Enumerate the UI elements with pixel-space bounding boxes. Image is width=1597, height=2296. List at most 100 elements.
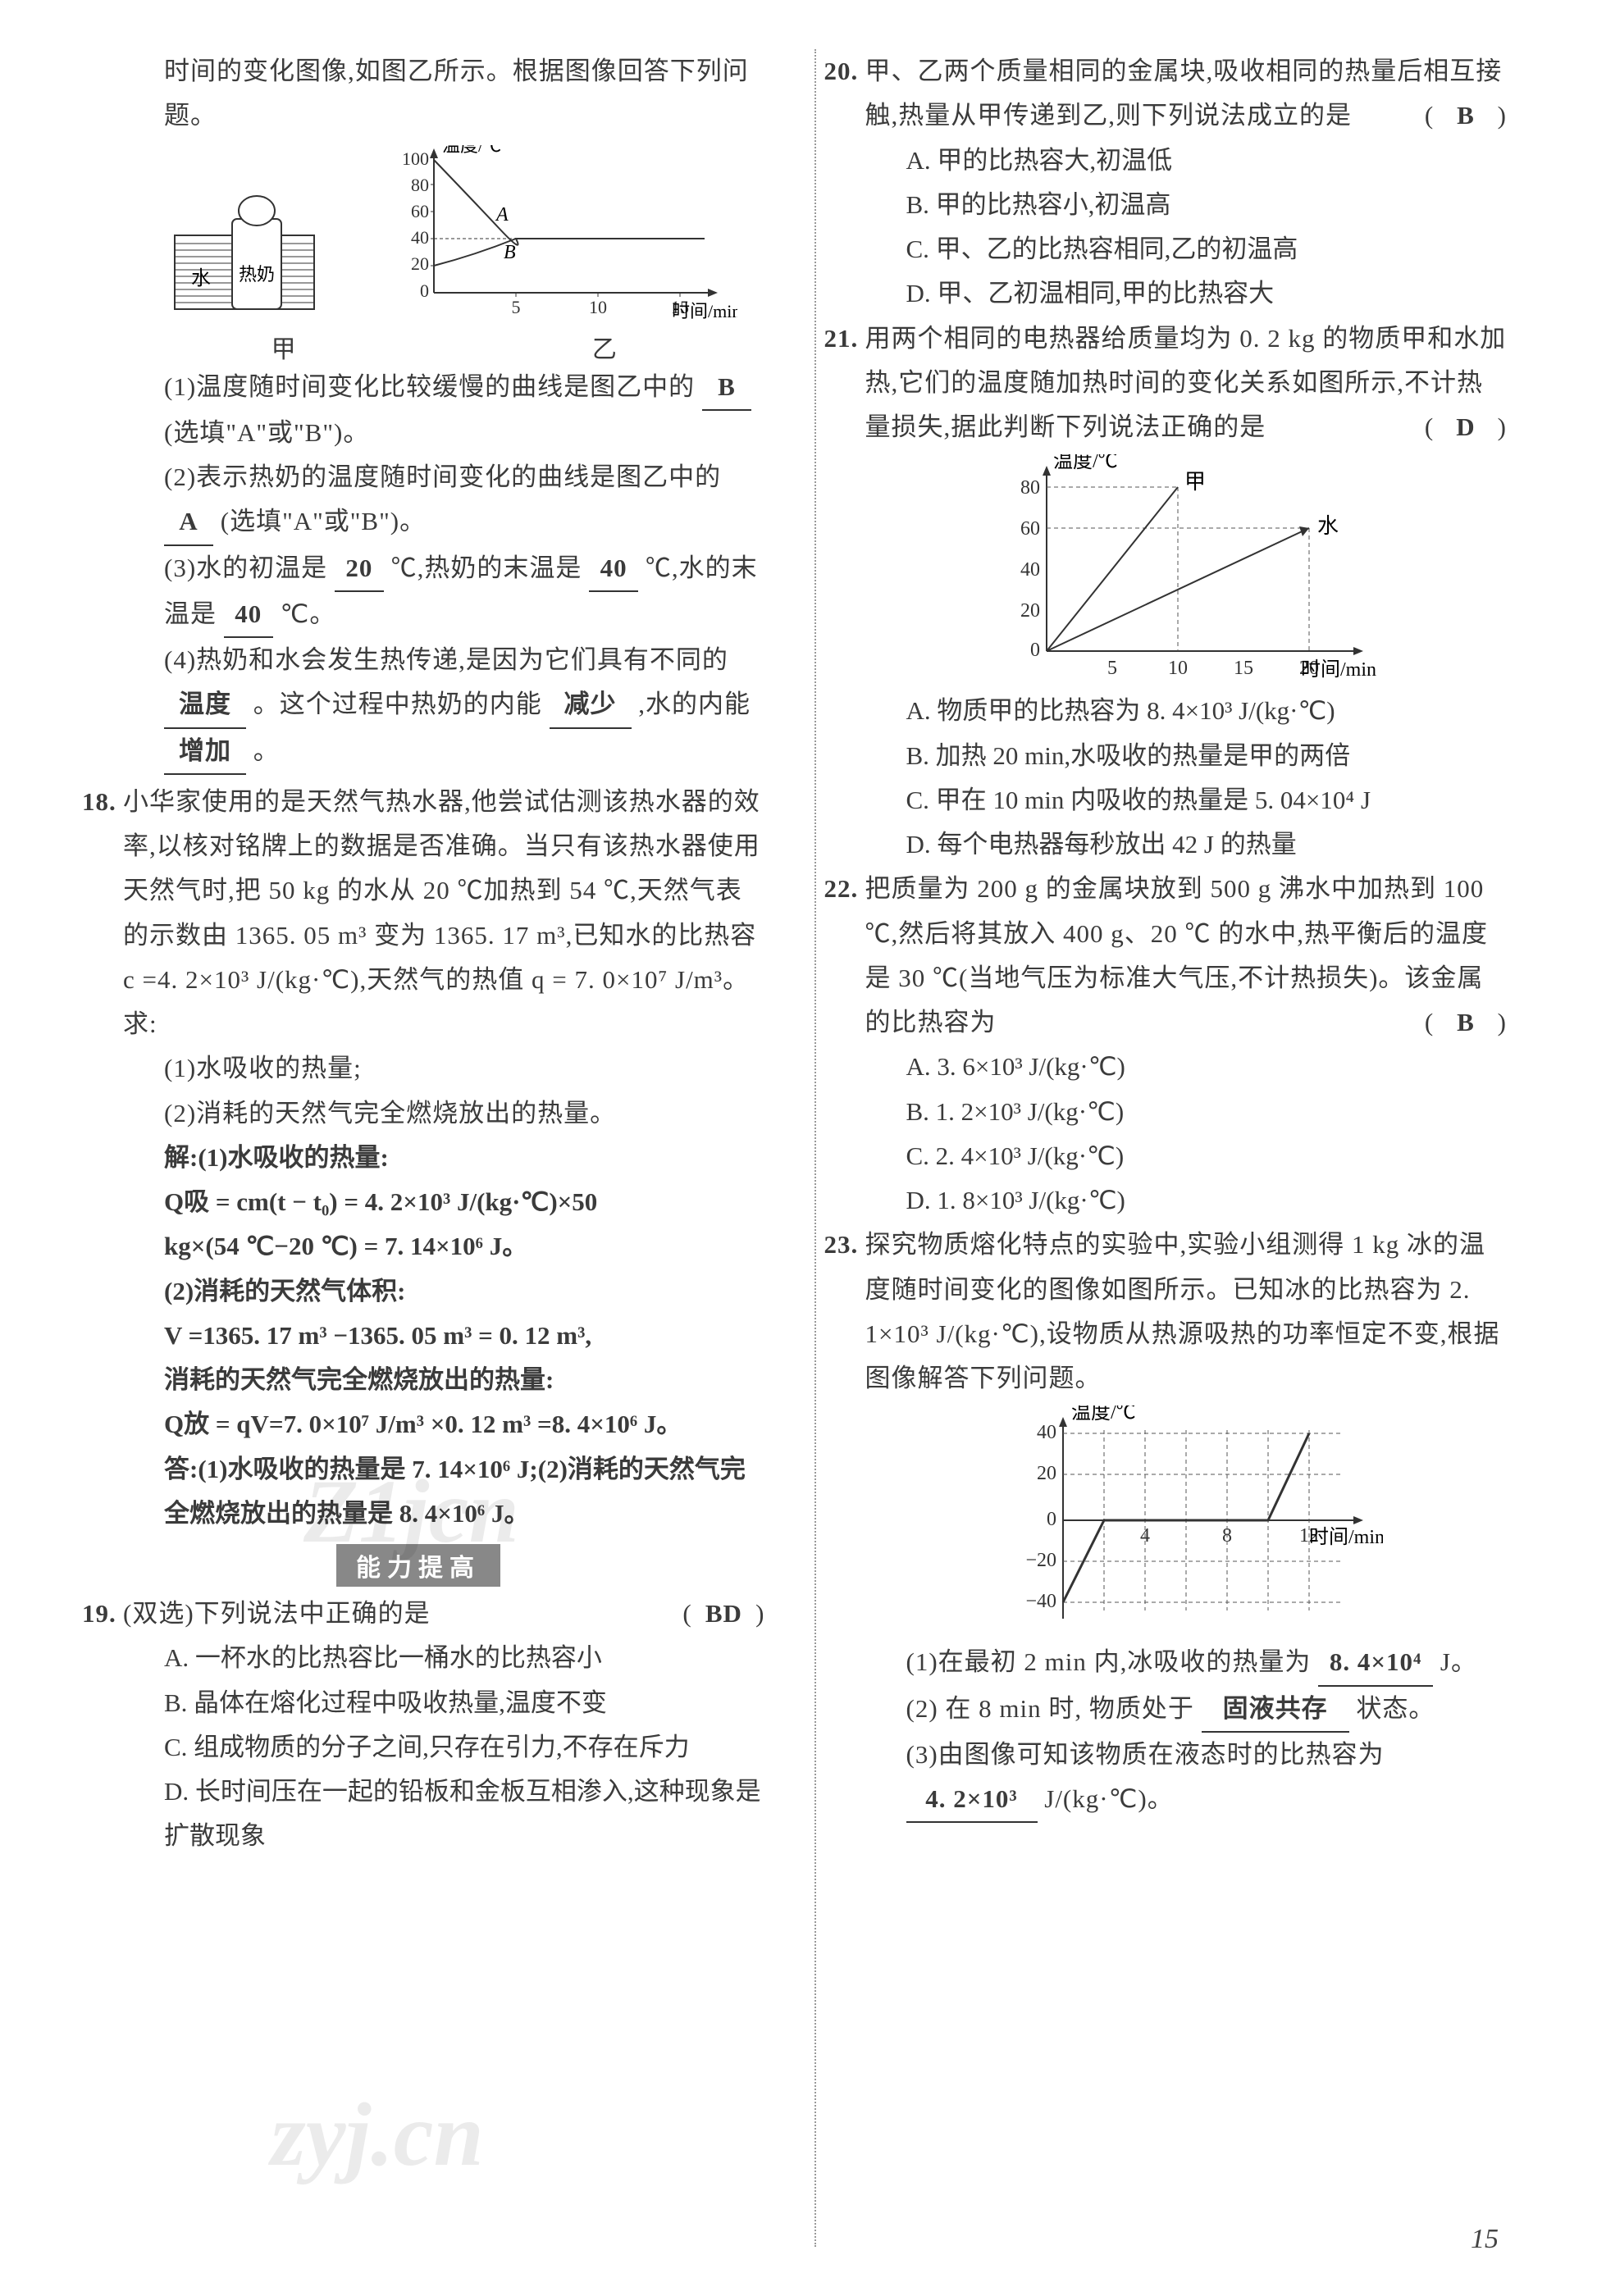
q23-num: 23. [824,1223,865,1267]
svg-text:5: 5 [512,297,521,317]
q17-3c-ans: 40 [224,592,273,638]
svg-text:时间/min: 时间/min [1301,658,1376,681]
svg-text:100: 100 [402,148,429,169]
q19-num: 19. [82,1592,123,1636]
svg-text:0: 0 [1047,1509,1056,1530]
q22-opt-d: D. 1. 8×10³ J/(kg·℃) [865,1178,1508,1223]
q20-ans: B [1441,93,1490,138]
section-header: 能力提高 [336,1544,500,1587]
q19-opt-b: B. 晶体在熔化过程中吸收热量,温度不变 [123,1681,765,1725]
q17-3a-ans: 20 [335,546,384,592]
q21-ans: D [1441,405,1490,449]
svg-text:20: 20 [1037,1463,1056,1484]
svg-text:0: 0 [420,280,429,301]
svg-text:0: 0 [1030,640,1040,661]
q22-num: 22. [824,867,865,911]
q17-intro: 时间的变化图像,如图乙所示。根据图像回答下列问题。 [123,49,765,139]
chart-2: 0 20 40 60 80 5 10 15 20 [989,454,1383,684]
svg-text:B: B [504,242,516,263]
svg-text:20: 20 [1020,600,1040,622]
q23-1-ans: 8. 4×10⁴ [1318,1640,1433,1686]
svg-text:40: 40 [411,227,429,248]
q22-ans: B [1441,1000,1490,1045]
svg-text:温度/℃: 温度/℃ [442,145,501,156]
chart-3: 40 20 0 −20 −40 4 8 12 [989,1405,1383,1635]
column-divider [814,49,816,2247]
q17-1: (1)温度随时间变化比较缓慢的曲线是图乙中的 B (选填"A"或"B")。 [123,365,765,456]
q20-opt-a: A. 甲的比热容大,初温低 [865,139,1508,183]
watermark-2: zyj.cn [271,2083,484,2187]
q23-2-ans: 固液共存 [1202,1687,1349,1733]
q17-3: (3)水的初温是 20 ℃,热奶的末温是 40 ℃,水的末温是 40 ℃。 [123,546,765,639]
q18-2: (2)消耗的天然气完全燃烧放出的热量。 [123,1091,765,1136]
q20-num: 20. [824,49,865,93]
q17-2: (2)表示热奶的温度随时间变化的曲线是图乙中的 A (选填"A"或"B")。 [123,455,765,546]
q20-opt-c: C. 甲、乙的比热容相同,乙的初温高 [865,227,1508,271]
svg-text:温度/℃: 温度/℃ [1071,1405,1136,1424]
q19: 19.(双选)下列说法中正确的是 ( BD ) [123,1592,765,1636]
q20-opt-d: D. 甲、乙初温相同,甲的比热容大 [865,271,1508,316]
q17-1-ans: B [702,365,751,411]
q17-2-ans: A [164,499,213,545]
q23-3: (3)由图像可知该物质在液态时的比热容为 4. 2×10³ J/(kg·℃)。 [865,1733,1508,1824]
svg-text:A: A [495,204,509,226]
q19-ans: BD [699,1592,748,1636]
svg-text:10: 10 [1168,658,1188,679]
svg-text:时间/min: 时间/min [1309,1526,1383,1548]
svg-text:15: 15 [1234,658,1253,679]
svg-text:60: 60 [1020,518,1040,540]
q19-opt-c: C. 组成物质的分子之间,只存在引力,不存在斥力 [123,1725,765,1770]
svg-text:80: 80 [411,175,429,195]
caption-yi: 乙 [592,329,617,365]
svg-text:5: 5 [1107,658,1117,679]
caption-jia: 甲 [271,329,296,365]
svg-text:20: 20 [411,253,429,274]
q17-4a-ans: 温度 [164,682,246,728]
svg-text:80: 80 [1020,477,1040,499]
jar-diagram: 水 热奶 [150,178,331,326]
svg-text:40: 40 [1037,1422,1056,1443]
q22-opt-b: B. 1. 2×10³ J/(kg·℃) [865,1090,1508,1134]
q18-1: (1)水吸收的热量; [123,1046,765,1091]
q19-opt-a: A. 一杯水的比热容比一桶水的比热容小 [123,1636,765,1680]
q21-opt-a: A. 物质甲的比热容为 8. 4×10³ J/(kg·℃) [865,689,1508,733]
q22: 22.把质量为 200 g 的金属块放到 500 g 沸水中加热到 100 ℃,… [865,867,1508,1045]
q20-opt-b: B. 甲的比热容小,初温高 [865,183,1508,227]
q18: 18.小华家使用的是天然气热水器,他尝试估测该热水器的效率,以核对铭牌上的数据是… [123,780,765,1047]
water-label: 水 [191,267,211,289]
svg-text:60: 60 [411,201,429,221]
svg-text:甲: 甲 [1184,470,1206,494]
q20: 20.甲、乙两个质量相同的金属块,吸收相同的热量后相互接触,热量从甲传递到乙,则… [865,49,1508,139]
q22-opt-c: C. 2. 4×10³ J/(kg·℃) [865,1134,1508,1178]
svg-text:40: 40 [1020,559,1040,581]
q17-4: (4)热奶和水会发生热传递,是因为它们具有不同的 温度 。这个过程中热奶的内能 … [123,638,765,775]
q21-opt-d: D. 每个电热器每秒放出 42 J 的热量 [865,822,1508,867]
figure-row: 水 热奶 0 20 40 60 80 [123,145,765,326]
svg-text:−20: −20 [1025,1550,1056,1571]
q23: 23.探究物质熔化特点的实验中,实验小组测得 1 kg 冰的温度随时间变化的图像… [865,1223,1508,1401]
q17-3b-ans: 40 [589,546,638,592]
q21-opt-c: C. 甲在 10 min 内吸收的热量是 5. 04×10⁴ J [865,778,1508,822]
q23-3-ans: 4. 2×10³ [906,1777,1038,1823]
svg-text:温度/℃: 温度/℃ [1053,454,1118,472]
q17-4b-ans: 减少 [550,682,632,728]
milk-label: 热奶 [239,264,275,285]
svg-text:水: 水 [1317,514,1339,538]
chart-1: 0 20 40 60 80 100 5 10 15 [385,145,737,326]
q21-num: 21. [824,317,865,361]
q17-4c-ans: 增加 [164,729,246,775]
svg-text:时间/min: 时间/min [672,301,737,321]
q18-num: 18. [82,780,123,824]
q18-solution: 解:(1)水吸收的热量: Q吸 = cm(t − t₀) = 4. 2×10³ … [123,1136,765,1536]
q21: 21.用两个相同的电热器给质量均为 0. 2 kg 的物质甲和水加热,它们的温度… [865,317,1508,450]
q23-2: (2) 在 8 min 时, 物质处于 固液共存 状态。 [865,1687,1508,1733]
svg-text:10: 10 [589,297,607,317]
svg-text:−40: −40 [1025,1591,1056,1612]
q22-opt-a: A. 3. 6×10³ J/(kg·℃) [865,1045,1508,1089]
q23-1: (1)在最初 2 min 内,冰吸收的热量为 8. 4×10⁴ J。 [865,1640,1508,1686]
figure-caption: 甲 乙 [123,329,765,365]
q21-opt-b: B. 加热 20 min,水吸收的热量是甲的两倍 [865,734,1508,778]
page-number: 15 [1471,2224,1499,2255]
right-column: 20.甲、乙两个质量相同的金属块,吸收相同的热量后相互接触,热量从甲传递到乙,则… [865,49,1508,2247]
left-column: 时间的变化图像,如图乙所示。根据图像回答下列问题。 水 热奶 [123,49,765,2247]
